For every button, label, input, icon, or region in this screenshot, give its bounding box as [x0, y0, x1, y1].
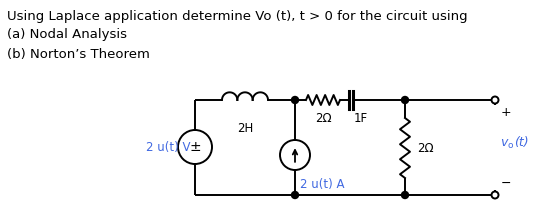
Text: Using Laplace application determine Vo (t), t > 0 for the circuit using: Using Laplace application determine Vo (… — [7, 10, 467, 23]
Text: +: + — [501, 105, 512, 119]
Text: ±: ± — [189, 140, 201, 154]
Circle shape — [292, 192, 299, 198]
Text: 2Ω: 2Ω — [315, 112, 331, 125]
Text: v: v — [500, 136, 507, 149]
Circle shape — [492, 192, 498, 198]
Circle shape — [292, 97, 299, 104]
Text: (b) Norton’s Theorem: (b) Norton’s Theorem — [7, 48, 150, 61]
Text: 2H: 2H — [237, 122, 253, 135]
Text: −: − — [501, 177, 511, 189]
Text: 1F: 1F — [353, 112, 367, 125]
Circle shape — [401, 97, 408, 104]
Circle shape — [401, 192, 408, 198]
Circle shape — [492, 97, 498, 104]
Text: o: o — [508, 141, 513, 150]
Text: 2Ω: 2Ω — [417, 141, 434, 155]
Text: (a) Nodal Analysis: (a) Nodal Analysis — [7, 28, 127, 41]
Text: (t): (t) — [514, 136, 529, 149]
Text: 2 u(t) V: 2 u(t) V — [146, 140, 190, 154]
Text: 2 u(t) A: 2 u(t) A — [300, 178, 345, 191]
